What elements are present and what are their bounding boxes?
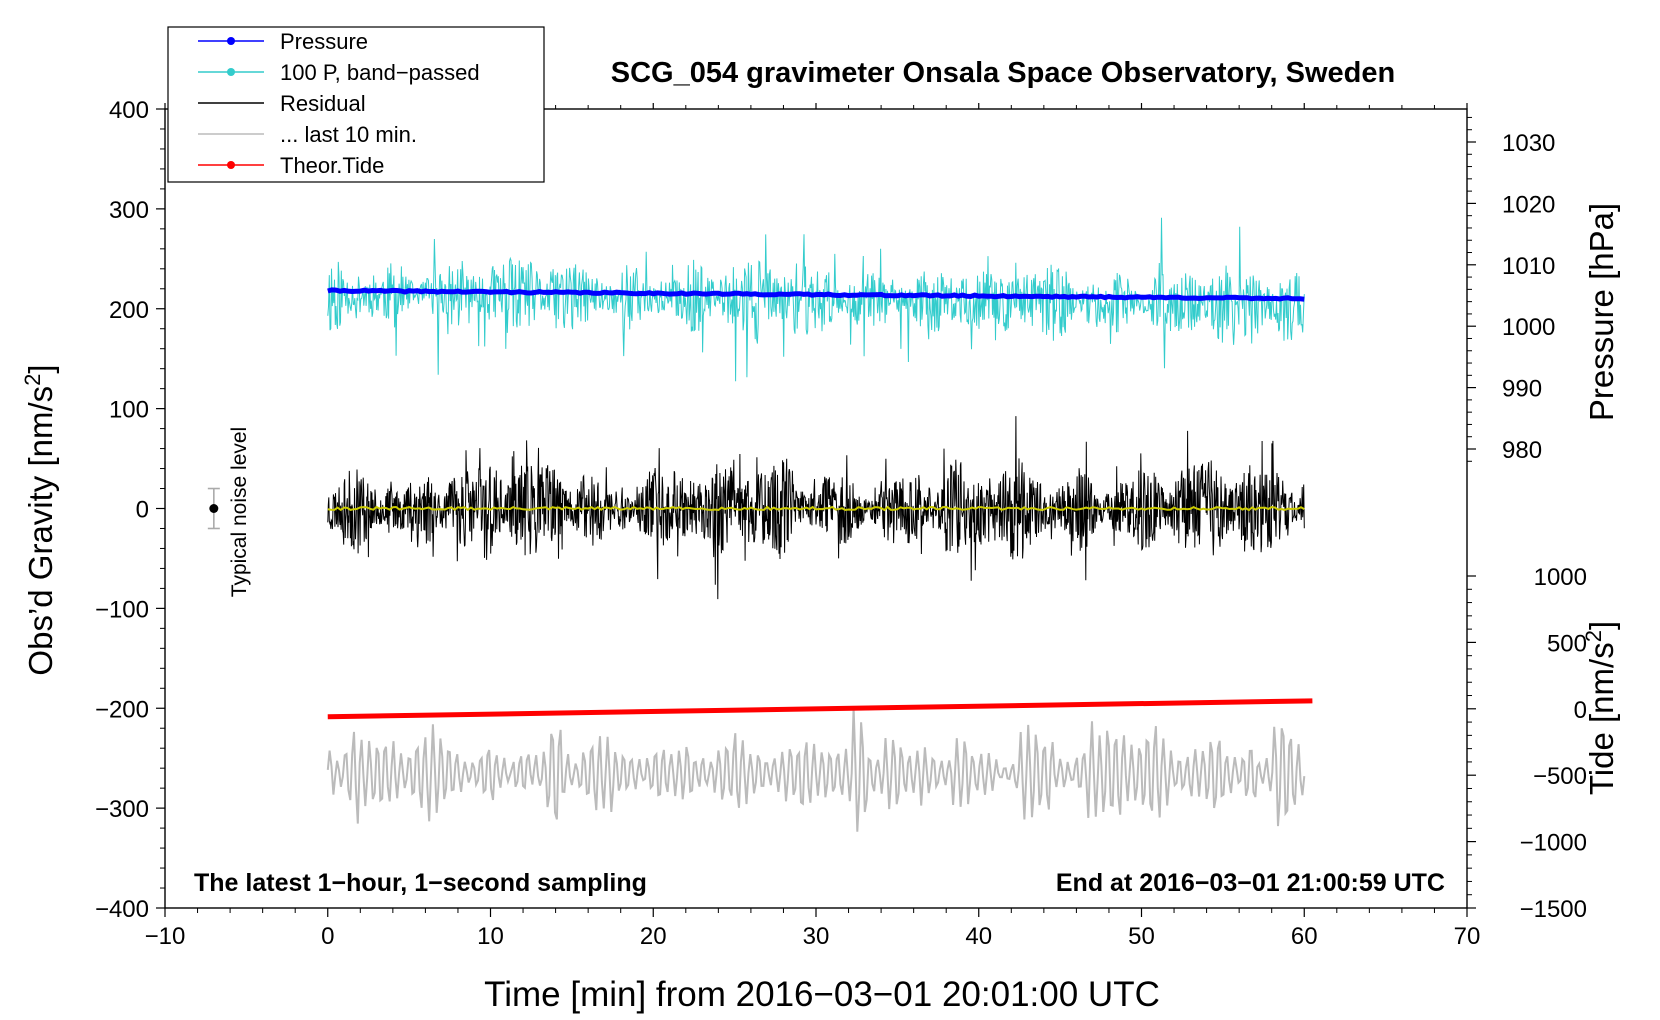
x-tick-label: 40 bbox=[965, 923, 992, 950]
x-tick-label: 30 bbox=[803, 923, 830, 950]
noise-level-label: Typical noise level bbox=[228, 427, 251, 597]
y-axis-label-left: Obs’d Gravity [nm/s2] bbox=[20, 364, 60, 675]
legend-label: Theor.Tide bbox=[280, 153, 384, 178]
y-tick-label: 100 bbox=[109, 397, 149, 424]
series-pressure-line bbox=[327, 287, 1305, 302]
axes-layer: −10 0 10 20 30 40 50 60 70−400−300−200−100010020… bbox=[95, 97, 1587, 950]
noise-point bbox=[209, 504, 219, 513]
legend-box bbox=[167, 26, 545, 183]
series-residual-smoothed-line bbox=[327, 505, 1305, 512]
x-axis-label: Time [min] from 2016−03−01 20:01:00 UTC bbox=[484, 975, 1160, 1014]
series-layer bbox=[326, 217, 1313, 832]
y-axis-label-left-sup: 2 bbox=[20, 374, 45, 386]
legend-label: 100 P, band−passed bbox=[280, 60, 480, 85]
tide-tick-label: 500 bbox=[1547, 630, 1587, 657]
x-tick-label: 50 bbox=[1128, 923, 1155, 950]
y-axis-label-pressure: Pressure [hPa] bbox=[1583, 203, 1620, 421]
pressure-tick-label: 1020 bbox=[1502, 191, 1555, 218]
tide-tick-label: −500 bbox=[1533, 763, 1587, 790]
x-tick-label: 20 bbox=[640, 923, 667, 950]
legend-marker bbox=[227, 37, 235, 45]
pressure-tick-label: 980 bbox=[1502, 437, 1542, 464]
y-axis-label-tide: Tide [nm/s2] bbox=[1581, 621, 1621, 795]
y-tick-label: −200 bbox=[95, 696, 149, 723]
legend-marker bbox=[227, 68, 235, 76]
x-tick-label: −10 bbox=[145, 923, 186, 950]
legend-label: Residual bbox=[280, 91, 366, 116]
legend: Pressure 100 P, band−passed Residual ... la… bbox=[167, 26, 545, 183]
tide-tick-label: 1000 bbox=[1534, 564, 1587, 591]
legend-marker bbox=[227, 161, 235, 169]
pressure-tick-label: 1000 bbox=[1502, 314, 1555, 341]
x-tick-label: 10 bbox=[477, 923, 504, 950]
legend-label: ... last 10 min. bbox=[280, 122, 417, 147]
tide-tick-label: −1500 bbox=[1520, 896, 1587, 923]
note-right: End at 2016−03−01 21:00:59 UTC bbox=[1056, 869, 1445, 897]
tide-tick-label: −1000 bbox=[1520, 830, 1587, 857]
y-tick-label: −400 bbox=[95, 896, 149, 923]
y-tick-label: 400 bbox=[109, 97, 149, 124]
pressure-tick-label: 1010 bbox=[1502, 253, 1555, 280]
tide-tick-label: 0 bbox=[1574, 697, 1587, 724]
note-left: The latest 1−hour, 1−second sampling bbox=[194, 869, 647, 897]
x-tick-label: 0 bbox=[321, 923, 334, 950]
y-tick-label: −100 bbox=[95, 596, 149, 623]
legend-label: Pressure bbox=[280, 29, 368, 54]
y-tick-label: −300 bbox=[95, 796, 149, 823]
y-tick-label: 0 bbox=[136, 497, 149, 524]
pressure-tick-label: 990 bbox=[1502, 376, 1542, 403]
y-tick-label: 300 bbox=[109, 197, 149, 224]
series-residual-line bbox=[327, 416, 1305, 600]
x-tick-label: 70 bbox=[1454, 923, 1481, 950]
y-tick-label: 200 bbox=[109, 297, 149, 324]
series-last10-line bbox=[326, 707, 1306, 832]
pressure-tick-label: 1030 bbox=[1502, 130, 1555, 157]
series-tide-line bbox=[327, 698, 1313, 720]
y-axis-label-tide-sup: 2 bbox=[1581, 630, 1606, 642]
x-tick-label: 60 bbox=[1291, 923, 1318, 950]
chart-title: SCG_054 gravimeter Onsala Space Observat… bbox=[611, 57, 1395, 89]
